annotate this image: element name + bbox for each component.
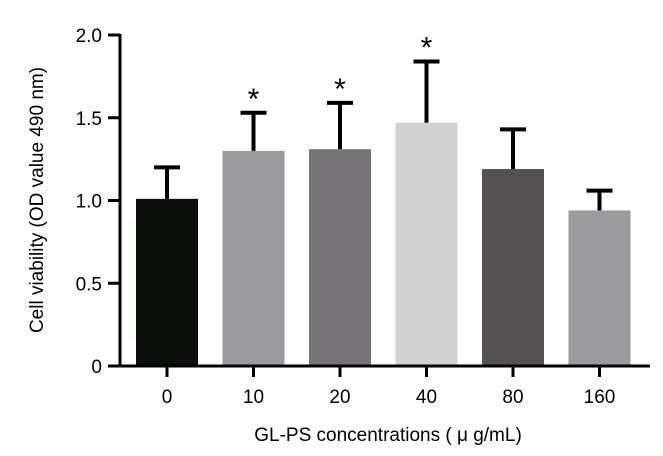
bar (136, 198, 198, 366)
x-tick-label: 160 (584, 387, 616, 408)
y-axis-title: Cell viability (OD value 490 nm) (27, 67, 48, 333)
x-tick-label: 40 (416, 387, 437, 408)
y-tick-label: 0 (91, 357, 102, 378)
y-tick-label: 2.0 (76, 26, 102, 47)
error-bars-layer (154, 59, 613, 211)
x-ticks-layer: 0 10 20 40 80 160 (162, 366, 616, 408)
x-tick-label: 80 (502, 387, 523, 408)
bar (482, 169, 544, 366)
y-tick-label: 1.5 (76, 109, 102, 130)
bar (222, 150, 285, 366)
bar (568, 210, 631, 366)
significance-marker: * (421, 31, 433, 64)
x-tick-label: 20 (329, 387, 350, 408)
significance-marker: * (248, 83, 260, 116)
y-tick-label: 0.5 (76, 274, 102, 295)
y-ticks-layer: 0 0.5 1.0 1.5 2.0 (76, 26, 120, 378)
significance-marker: * (334, 73, 346, 106)
x-tick-label: 0 (162, 387, 173, 408)
y-tick-label: 1.0 (76, 192, 102, 213)
bar (395, 122, 458, 366)
bar (309, 149, 371, 366)
bars-layer (136, 122, 631, 366)
x-axis-title: GL-PS concentrations ( μ g/mL) (254, 425, 522, 446)
x-tick-label: 10 (243, 387, 264, 408)
significance-layer: * * * (248, 31, 433, 115)
